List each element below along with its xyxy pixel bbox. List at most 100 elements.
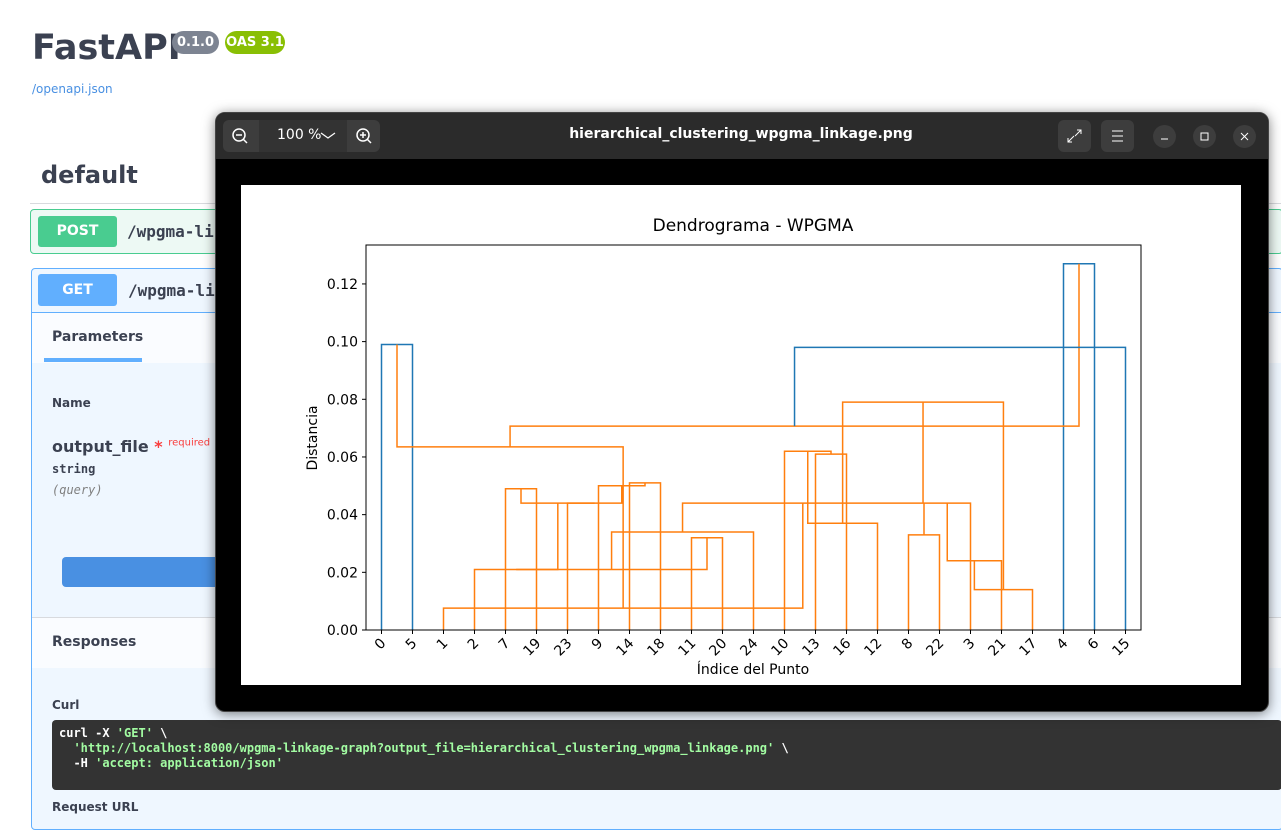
y-tick-label: 0.10 xyxy=(327,335,358,351)
x-tick-label: 14 xyxy=(613,635,637,659)
responses-title: Responses xyxy=(52,634,137,650)
x-tick-label: 7 xyxy=(496,636,514,654)
dendrogram-link xyxy=(793,346,1127,630)
x-tick-label: 22 xyxy=(923,636,947,660)
parameter-type: string xyxy=(52,462,96,476)
dendrogram-link xyxy=(807,451,879,630)
dendrogram-image: Dendrograma - WPGMA Índice del Punto Dis… xyxy=(241,185,1241,685)
y-tick-label: 0.00 xyxy=(327,623,358,639)
minimize-button[interactable] xyxy=(1153,125,1176,148)
x-tick-label: 13 xyxy=(799,636,823,660)
close-button[interactable] xyxy=(1233,125,1256,148)
parameter-label: output_file xyxy=(52,437,149,456)
x-tick-label: 18 xyxy=(644,636,668,660)
curl-segment: \ xyxy=(774,741,789,755)
x-tick-label: 10 xyxy=(768,636,792,660)
x-tick-label: 12 xyxy=(861,636,885,660)
tab-indicator xyxy=(44,358,142,362)
parameter-name: output_file * required xyxy=(52,437,210,456)
api-title: FastAPI xyxy=(32,28,181,68)
x-tick-label: 17 xyxy=(1016,636,1040,660)
required-label: required xyxy=(168,437,211,449)
required-mark: * xyxy=(154,437,163,456)
x-tick-label: 20 xyxy=(706,636,730,660)
zoom-out-icon[interactable] xyxy=(230,126,250,146)
x-tick-label: 15 xyxy=(1109,636,1133,660)
request-url-label: Request URL xyxy=(52,800,139,814)
dendrogram-link xyxy=(628,482,662,630)
method-badge[interactable]: GET xyxy=(38,274,117,306)
x-axis-label: Índice del Punto xyxy=(697,661,809,678)
window-title: hierarchical_clustering_wpgma_linkage.pn… xyxy=(569,126,913,142)
section-title[interactable]: default xyxy=(41,161,138,189)
parameter-location: (query) xyxy=(52,483,103,497)
y-tick-label: 0.02 xyxy=(327,565,358,581)
x-tick-label: 23 xyxy=(551,636,575,660)
dendrogram-link xyxy=(396,344,624,609)
dendrogram-link xyxy=(516,537,708,571)
method-badge: POST xyxy=(38,216,117,247)
x-tick-label: 5 xyxy=(403,636,421,654)
curl-line: curl -X 'GET' \ xyxy=(59,726,1275,741)
zoom-field[interactable] xyxy=(259,120,347,152)
menu-button[interactable] xyxy=(1101,120,1134,152)
x-tick-label: 19 xyxy=(520,636,544,660)
y-tick-label: 0.08 xyxy=(327,392,358,408)
column-header: Name xyxy=(52,396,91,410)
x-tick-label: 9 xyxy=(589,636,607,654)
y-tick-label: 0.12 xyxy=(327,277,358,293)
body: FastAPI 0.1.0 OAS 3.1 /openapi.json defa… xyxy=(30,28,1281,830)
dendrogram-link xyxy=(520,488,595,504)
dendrogram-link xyxy=(380,343,414,630)
x-tick-label: 21 xyxy=(985,636,1009,660)
x-tick-label: 8 xyxy=(899,636,917,654)
image-viewer: 100 % hierarchical_clustering_wpgma_link… xyxy=(215,112,1269,712)
curl-segment: -H xyxy=(59,756,96,770)
y-tick-label: 0.06 xyxy=(327,450,358,466)
dendrogram-link xyxy=(509,263,1080,447)
page: FastAPI {"header": {"title": "FastAPI", … xyxy=(30,28,1281,830)
dendrogram-link xyxy=(841,401,1005,590)
chart-title: Dendrograma - WPGMA xyxy=(653,216,854,236)
dendrogram-link xyxy=(473,503,559,630)
curl-label: Curl xyxy=(52,698,80,712)
version-badge: 0.1.0 xyxy=(172,31,219,54)
curl-segment: 'GET' xyxy=(116,726,153,740)
dendrogram-link xyxy=(504,487,538,630)
axes-frame xyxy=(365,244,1142,631)
viewer-header: 100 % hierarchical_clustering_wpgma_link… xyxy=(216,113,1268,159)
maximize-button[interactable] xyxy=(1193,125,1216,148)
curl-line: -H 'accept: application/json' xyxy=(59,756,1275,771)
zoom-dropdown-icon[interactable] xyxy=(320,131,336,141)
x-tick-label: 24 xyxy=(737,635,761,659)
dendrogram-link xyxy=(597,482,646,630)
y-axis-label: Distancia xyxy=(305,405,321,470)
spec-link[interactable]: /openapi.json xyxy=(32,82,113,96)
x-tick-label: 16 xyxy=(830,635,854,659)
x-tick-label: 1 xyxy=(434,636,452,654)
curl-block: curl -X 'GET' \ 'http://localhost:8000/w… xyxy=(52,720,1281,790)
curl-segment: \ xyxy=(152,726,168,740)
dendrogram-link xyxy=(814,453,848,630)
oas-badge: OAS 3.1 xyxy=(225,31,285,54)
parameters-tab[interactable]: Parameters xyxy=(52,329,144,345)
curl-segment: curl -X xyxy=(59,726,117,740)
curl-segment: 'accept: application/json' xyxy=(95,756,283,770)
zoom-level[interactable]: 100 % xyxy=(277,127,322,143)
x-tick-label: 11 xyxy=(675,636,699,660)
dendrogram-link xyxy=(1062,262,1096,630)
dendrogram-link xyxy=(907,534,941,630)
dendrogram-link xyxy=(610,531,755,630)
curl-line: 'http://localhost:8000/wpgma-linkage-gra… xyxy=(59,741,1275,756)
curl-segment: 'http://localhost:8000/wpgma-linkage-gra… xyxy=(59,741,775,755)
x-tick-label: 2 xyxy=(465,636,483,654)
x-tick-label: 6 xyxy=(1085,635,1103,653)
zoom-in-icon[interactable] xyxy=(354,126,374,146)
x-tick-label: 4 xyxy=(1054,635,1072,653)
fullscreen-button[interactable] xyxy=(1058,120,1091,152)
dendrogram-link xyxy=(690,536,724,630)
y-tick-label: 0.04 xyxy=(327,508,358,524)
x-tick-label: 3 xyxy=(961,636,979,654)
x-tick-label: 0 xyxy=(372,636,390,654)
operation-path: /wpgma-li xyxy=(127,222,214,241)
